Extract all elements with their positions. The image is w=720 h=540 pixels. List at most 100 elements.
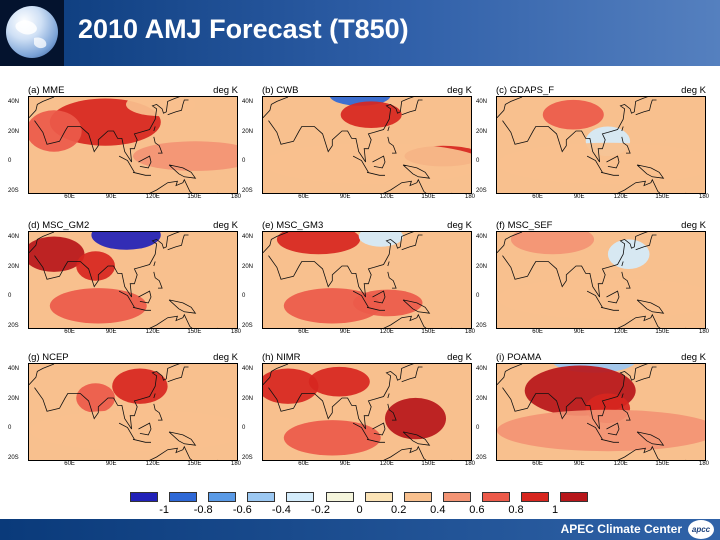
slide-footer: APEC Climate Center apcc bbox=[0, 519, 720, 540]
slide-header: 2010 AMJ Forecast (T850) bbox=[0, 0, 720, 66]
page-title: 2010 AMJ Forecast (T850) bbox=[78, 14, 409, 44]
anomaly-region bbox=[263, 368, 319, 404]
lon-tick-label: 150E bbox=[187, 461, 202, 467]
anomaly-region bbox=[497, 277, 705, 320]
forecast-panel: (b) CWB deg K 40N 20N 0 20S 60E 90E 120E 150E 180 bbox=[242, 85, 475, 203]
colorbar-swatch bbox=[169, 492, 198, 502]
lat-tick-label: 0 bbox=[476, 293, 480, 300]
colorbar-label: 0.6 bbox=[469, 504, 485, 516]
colorbar-swatch bbox=[442, 492, 471, 502]
anomaly-field bbox=[29, 232, 237, 328]
colorbar-label: -0.4 bbox=[271, 504, 291, 516]
lon-tick-label: 90E bbox=[105, 329, 117, 335]
panel-title: (a) MME bbox=[28, 85, 65, 96]
lat-tick-label: 20S bbox=[8, 455, 19, 461]
colorbar: -1 -0.8 -0.6 -0.4 -0.2 0 0.2 0.4 0.6 0.8 1 bbox=[130, 492, 600, 516]
footer-org-name: APEC Climate Center bbox=[560, 522, 682, 536]
panel-unit-label: deg K bbox=[447, 352, 472, 363]
lat-tick-label: 0 bbox=[8, 425, 12, 432]
lon-tick-label: 90E bbox=[105, 194, 117, 200]
lat-tick-label: 20S bbox=[476, 455, 487, 461]
panel-unit-label: deg K bbox=[447, 85, 472, 96]
lon-tick-label: 180 bbox=[464, 461, 476, 467]
lat-tick-label: 20S bbox=[242, 188, 253, 194]
anomaly-region bbox=[358, 232, 404, 247]
lat-tick-label: 0 bbox=[8, 293, 12, 300]
anomaly-map bbox=[496, 96, 706, 194]
lat-tick-label: 20S bbox=[8, 188, 19, 194]
anomaly-map bbox=[496, 231, 706, 329]
lon-tick-label: 90E bbox=[105, 461, 117, 467]
lon-tick-label: 120E bbox=[613, 194, 628, 200]
lon-tick-label: 120E bbox=[145, 461, 160, 467]
forecast-panel: (f) MSC_SEF deg K 40N 20N 0 20S 60E 90E 120E 150E… bbox=[476, 220, 709, 338]
lat-tick-label: 20S bbox=[242, 323, 253, 329]
colorbar-swatch bbox=[130, 492, 158, 502]
anomaly-field bbox=[263, 232, 471, 328]
lon-tick-label: 60E bbox=[298, 329, 309, 335]
lon-tick-label: 150E bbox=[421, 461, 436, 467]
lon-tick-label: 120E bbox=[379, 461, 394, 467]
lat-tick-label: 20N bbox=[8, 263, 20, 270]
anomaly-region bbox=[29, 409, 237, 452]
lat-tick-label: 40N bbox=[476, 234, 488, 241]
lat-tick-label: 20N bbox=[476, 263, 488, 270]
anomaly-region bbox=[283, 420, 381, 456]
anomaly-region bbox=[308, 366, 370, 397]
anomaly-map bbox=[262, 363, 472, 461]
lon-tick-label: 120E bbox=[379, 194, 394, 200]
anomaly-region bbox=[385, 397, 446, 440]
lat-tick-label: 20N bbox=[242, 395, 254, 402]
anomaly-map bbox=[28, 231, 238, 329]
lat-tick-label: 40N bbox=[8, 99, 20, 106]
colorbar-swatch bbox=[521, 492, 549, 502]
anomaly-region bbox=[76, 251, 115, 281]
lat-tick-label: 40N bbox=[242, 366, 254, 373]
anomaly-field bbox=[29, 97, 237, 193]
colorbar-swatch bbox=[364, 492, 393, 502]
lon-tick-label: 180 bbox=[464, 329, 476, 335]
colorbar-label: -1 bbox=[159, 504, 169, 516]
panel-title: (d) MSC_GM2 bbox=[28, 220, 90, 231]
anomaly-region bbox=[510, 232, 595, 255]
lon-tick-label: 150E bbox=[421, 329, 436, 335]
panel-unit-label: deg K bbox=[681, 220, 706, 231]
lat-tick-label: 40N bbox=[8, 234, 20, 241]
coastline bbox=[263, 97, 453, 193]
anomaly-map bbox=[262, 231, 472, 329]
lon-tick-label: 150E bbox=[655, 329, 670, 335]
colorbar-label: 1 bbox=[552, 504, 559, 516]
colorbar-swatch bbox=[560, 492, 589, 502]
panel-unit-label: deg K bbox=[681, 85, 706, 96]
forecast-panel: (c) GDAPS_F deg K 40N 20N 0 20S 60E 90E 120E 150E… bbox=[476, 85, 709, 203]
anomaly-region bbox=[29, 236, 85, 272]
anomaly-region bbox=[133, 141, 237, 171]
forecast-panel: (d) MSC_GM2 deg K 40N 20N 0 20S 60E 90E 120E 150E… bbox=[8, 220, 241, 338]
forecast-panel: (e) MSC_GM3 deg K 40N 20N 0 20S 60E 90E 120E 150E… bbox=[242, 220, 476, 338]
lat-tick-label: 20S bbox=[476, 323, 487, 329]
forecast-panel: (h) NIMR deg K 40N 20N 0 20S 60E 90E 120E 150E 180 bbox=[242, 352, 476, 470]
coastline bbox=[497, 364, 687, 460]
lat-tick-label: 20N bbox=[8, 128, 20, 135]
lat-tick-label: 0 bbox=[242, 293, 246, 300]
lat-tick-label: 40N bbox=[242, 234, 254, 241]
lat-tick-label: 20N bbox=[8, 395, 20, 402]
anomaly-region bbox=[340, 101, 402, 128]
anomaly-field bbox=[497, 97, 705, 193]
forecast-panel: (a) MME deg K 40N 20N 0 20S 60E 90E 120E 150E 180 bbox=[8, 85, 241, 203]
anomaly-region bbox=[497, 142, 705, 185]
lat-tick-label: 40N bbox=[476, 366, 488, 373]
colorbar-swatch bbox=[325, 492, 354, 502]
colorbar-label: -0.8 bbox=[193, 504, 213, 516]
anomaly-region bbox=[542, 99, 604, 130]
panel-title: (h) NIMR bbox=[262, 352, 301, 363]
lat-tick-label: 20S bbox=[476, 188, 487, 194]
panel-title: (i) POAMA bbox=[496, 352, 542, 363]
lat-tick-label: 20N bbox=[476, 128, 488, 135]
lon-tick-label: 60E bbox=[64, 461, 75, 467]
lon-tick-label: 150E bbox=[187, 329, 202, 335]
panel-title: (f) MSC_SEF bbox=[496, 220, 553, 231]
lat-tick-label: 20N bbox=[242, 128, 254, 135]
colorbar-label: 0.8 bbox=[508, 504, 524, 516]
lat-tick-label: 20S bbox=[242, 455, 253, 461]
